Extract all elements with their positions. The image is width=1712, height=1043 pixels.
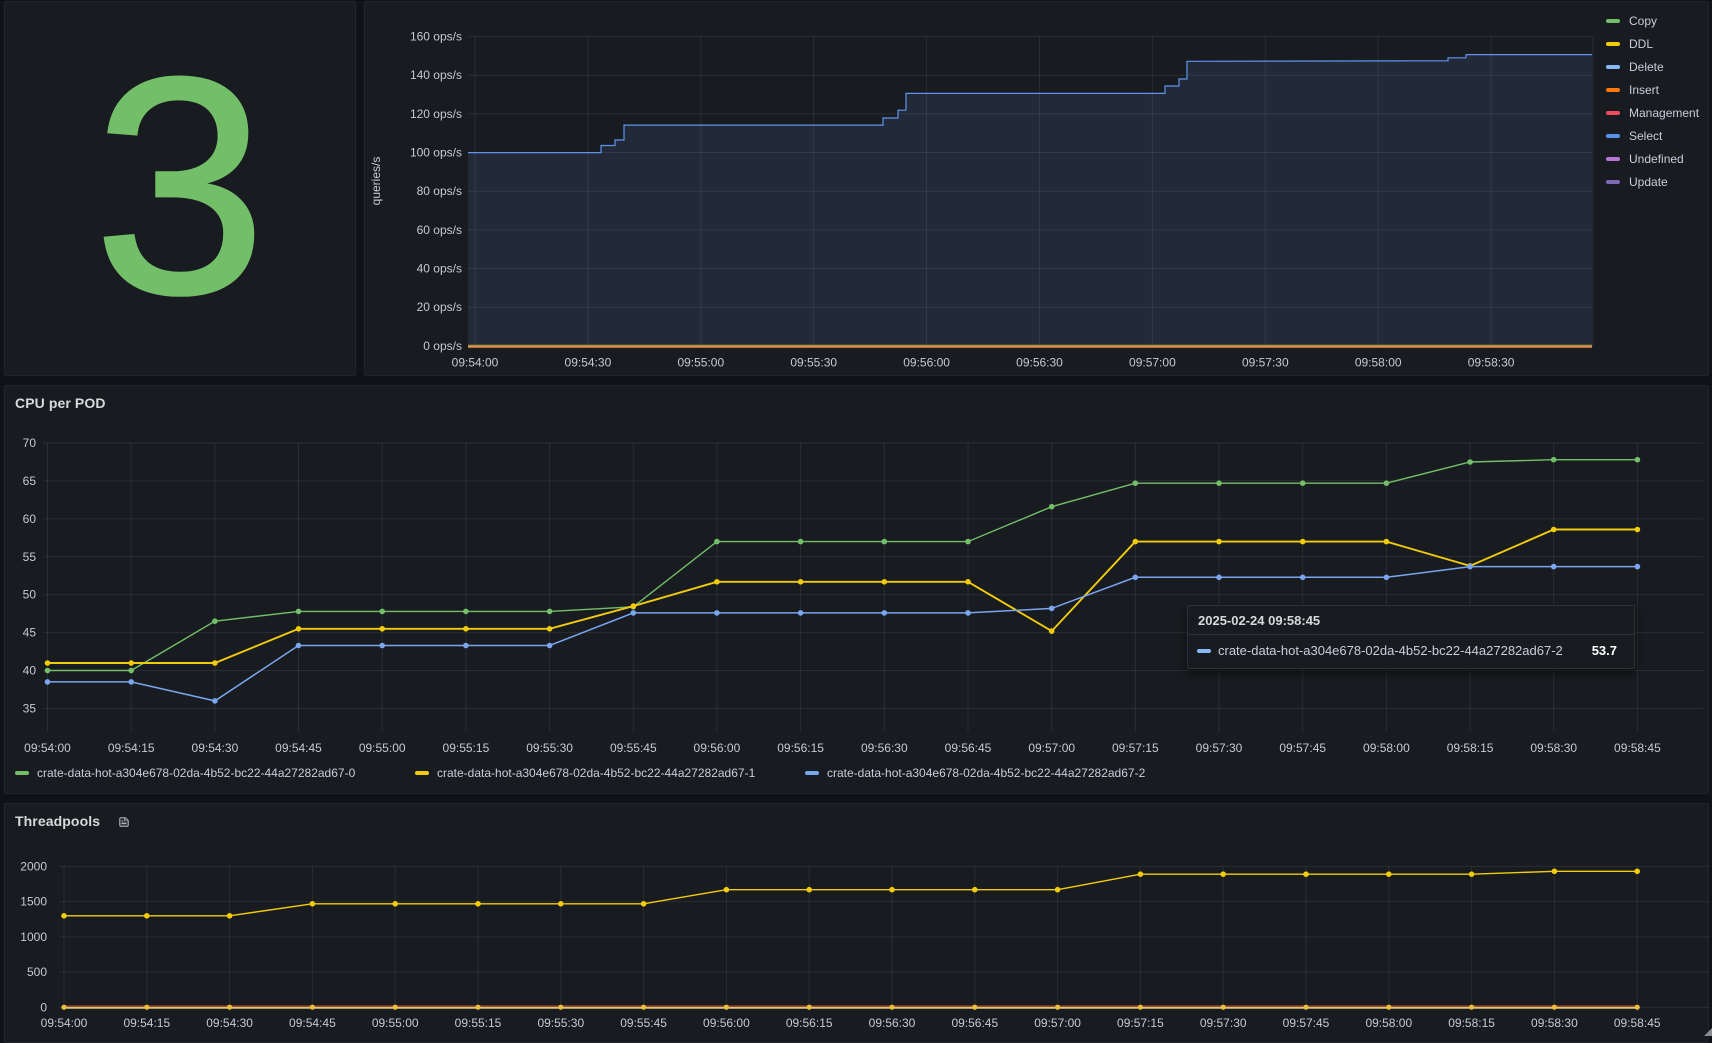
- svg-text:09:58:15: 09:58:15: [1448, 1016, 1495, 1030]
- svg-text:45: 45: [23, 626, 37, 640]
- svg-text:55: 55: [23, 550, 37, 564]
- svg-text:09:55:30: 09:55:30: [526, 741, 573, 755]
- svg-text:0 ops/s: 0 ops/s: [423, 339, 462, 353]
- svg-text:0: 0: [40, 1000, 47, 1014]
- svg-text:09:55:00: 09:55:00: [677, 356, 724, 370]
- svg-text:09:57:15: 09:57:15: [1117, 1016, 1164, 1030]
- svg-text:09:58:30: 09:58:30: [1468, 356, 1515, 370]
- svg-text:09:55:15: 09:55:15: [443, 741, 490, 755]
- svg-text:09:54:45: 09:54:45: [275, 741, 322, 755]
- svg-text:09:57:45: 09:57:45: [1283, 1016, 1330, 1030]
- svg-text:09:56:45: 09:56:45: [945, 741, 992, 755]
- svg-text:09:58:30: 09:58:30: [1530, 741, 1577, 755]
- svg-text:140 ops/s: 140 ops/s: [410, 68, 462, 82]
- svg-text:60 ops/s: 60 ops/s: [417, 223, 462, 237]
- svg-text:50: 50: [23, 588, 37, 602]
- svg-text:09:54:00: 09:54:00: [41, 1016, 88, 1030]
- svg-text:09:55:45: 09:55:45: [620, 1016, 667, 1030]
- svg-text:09:56:00: 09:56:00: [703, 1016, 750, 1030]
- svg-text:09:57:30: 09:57:30: [1200, 1016, 1247, 1030]
- svg-text:09:58:15: 09:58:15: [1447, 741, 1494, 755]
- svg-text:500: 500: [27, 965, 47, 979]
- svg-text:65: 65: [23, 474, 37, 488]
- svg-text:70: 70: [23, 436, 37, 450]
- svg-text:09:55:15: 09:55:15: [455, 1016, 502, 1030]
- svg-text:09:54:30: 09:54:30: [192, 741, 239, 755]
- svg-text:09:58:45: 09:58:45: [1614, 741, 1661, 755]
- svg-text:09:55:30: 09:55:30: [790, 356, 837, 370]
- svg-text:09:57:00: 09:57:00: [1129, 356, 1176, 370]
- svg-text:09:56:15: 09:56:15: [786, 1016, 833, 1030]
- svg-text:09:56:30: 09:56:30: [1016, 356, 1063, 370]
- svg-text:09:55:30: 09:55:30: [537, 1016, 584, 1030]
- svg-text:120 ops/s: 120 ops/s: [410, 107, 462, 121]
- svg-text:09:56:00: 09:56:00: [903, 356, 950, 370]
- svg-text:09:57:45: 09:57:45: [1279, 741, 1326, 755]
- svg-text:09:56:45: 09:56:45: [951, 1016, 998, 1030]
- svg-text:09:58:00: 09:58:00: [1365, 1016, 1412, 1030]
- svg-text:09:54:15: 09:54:15: [123, 1016, 170, 1030]
- svg-text:09:56:30: 09:56:30: [869, 1016, 916, 1030]
- svg-text:09:56:30: 09:56:30: [861, 741, 908, 755]
- svg-text:09:58:00: 09:58:00: [1363, 741, 1410, 755]
- svg-text:100 ops/s: 100 ops/s: [410, 146, 462, 160]
- svg-text:35: 35: [23, 702, 37, 716]
- svg-text:09:56:15: 09:56:15: [777, 741, 824, 755]
- svg-text:1500: 1500: [20, 895, 47, 909]
- svg-text:09:58:45: 09:58:45: [1614, 1016, 1661, 1030]
- svg-text:09:54:45: 09:54:45: [289, 1016, 336, 1030]
- svg-text:09:57:00: 09:57:00: [1028, 741, 1075, 755]
- svg-text:09:55:45: 09:55:45: [610, 741, 657, 755]
- svg-text:09:54:00: 09:54:00: [24, 741, 71, 755]
- svg-text:09:54:30: 09:54:30: [206, 1016, 253, 1030]
- svg-text:2000: 2000: [20, 859, 47, 873]
- svg-text:60: 60: [23, 512, 37, 526]
- svg-text:09:57:00: 09:57:00: [1034, 1016, 1081, 1030]
- svg-text:160 ops/s: 160 ops/s: [410, 30, 462, 44]
- svg-text:09:57:30: 09:57:30: [1196, 741, 1243, 755]
- svg-text:09:54:00: 09:54:00: [452, 356, 499, 370]
- svg-text:09:54:15: 09:54:15: [108, 741, 155, 755]
- svg-text:09:57:15: 09:57:15: [1112, 741, 1159, 755]
- svg-text:09:57:30: 09:57:30: [1242, 356, 1289, 370]
- svg-text:20 ops/s: 20 ops/s: [417, 300, 462, 314]
- svg-text:queries/s: queries/s: [369, 157, 383, 206]
- svg-text:1000: 1000: [20, 930, 47, 944]
- svg-text:09:56:00: 09:56:00: [694, 741, 741, 755]
- svg-text:09:55:00: 09:55:00: [359, 741, 406, 755]
- svg-text:09:58:00: 09:58:00: [1355, 356, 1402, 370]
- svg-text:09:58:30: 09:58:30: [1531, 1016, 1578, 1030]
- svg-text:40: 40: [23, 664, 37, 678]
- svg-text:80 ops/s: 80 ops/s: [417, 184, 462, 198]
- svg-text:09:55:00: 09:55:00: [372, 1016, 419, 1030]
- svg-text:09:54:30: 09:54:30: [565, 356, 612, 370]
- svg-text:40 ops/s: 40 ops/s: [417, 262, 462, 276]
